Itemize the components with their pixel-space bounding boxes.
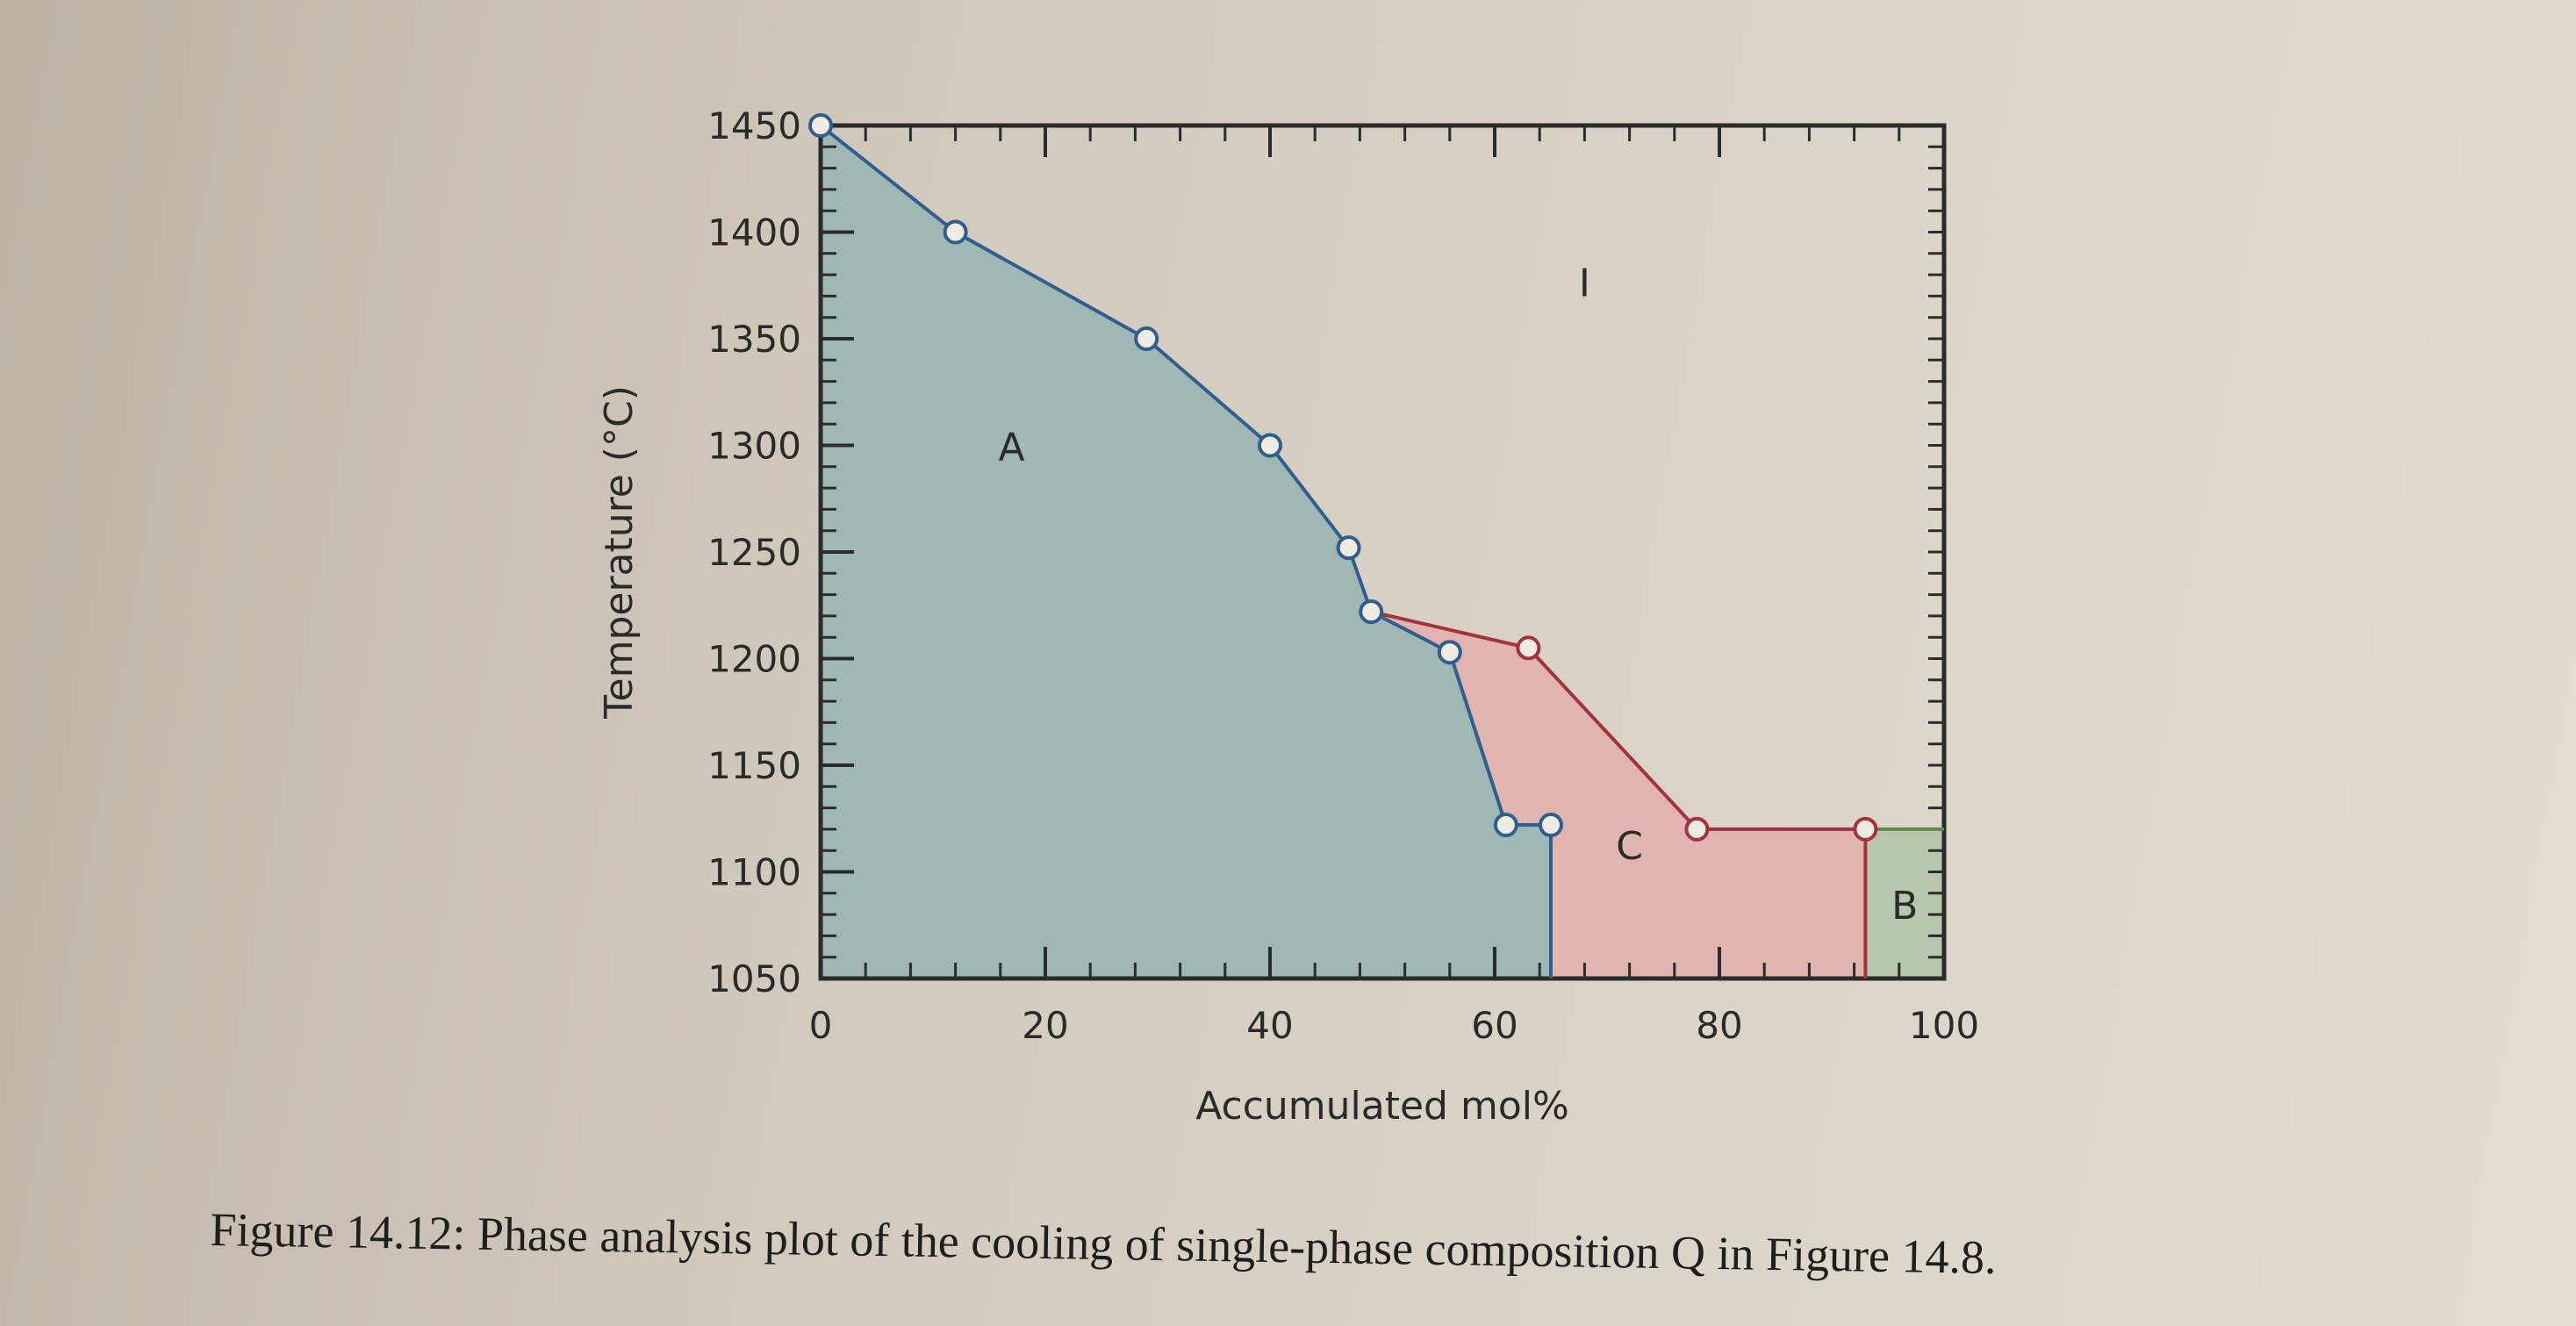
data-point-marker [1493, 813, 1518, 838]
data-point-marker [943, 219, 968, 245]
y-axis-label: Temperature (°C) [597, 385, 642, 720]
x-tick-labels: 0 20 40 60 80 100 [809, 1004, 1979, 1047]
y-tick-label: 1150 [707, 744, 801, 787]
region-fills [821, 125, 1944, 978]
region-label: B [1891, 884, 1918, 928]
x-axis-label: Accumulated mol% [1195, 1084, 1569, 1129]
data-point-marker [1258, 433, 1282, 458]
y-tick-label: 1050 [707, 957, 801, 1000]
region-c-fill [1371, 612, 1866, 978]
y-tick-label: 1350 [707, 318, 801, 361]
y-tick-labels: 1050 1100 1150 1200 1250 1300 1350 1400 1450 [707, 104, 801, 1000]
x-tick-label: 60 [1471, 1004, 1518, 1047]
y-tick-label: 1250 [707, 531, 801, 574]
data-point-marker [808, 113, 833, 138]
x-tick-label: 100 [1909, 1004, 1979, 1047]
x-tick-label: 40 [1246, 1004, 1293, 1047]
major-ticks [819, 124, 1946, 980]
series-a-line [819, 124, 1553, 978]
figure-caption: Figure 14.12: Phase analysis plot of the… [210, 1202, 1997, 1284]
x-tick-label: 0 [809, 1004, 833, 1047]
y-tick-label: 1100 [707, 851, 801, 894]
region-labels: A I C B [999, 261, 1919, 928]
data-point-marker [1134, 326, 1159, 351]
data-point-marker [1684, 816, 1710, 842]
y-tick-label: 1200 [707, 638, 801, 681]
region-label: C [1616, 824, 1643, 869]
data-point-marker [1437, 640, 1462, 665]
region-a-fill [821, 125, 1551, 978]
region-label: A [999, 426, 1025, 470]
data-point-marker [1853, 816, 1878, 842]
y-tick-label: 1400 [707, 211, 801, 254]
region-b-fill [1865, 828, 1944, 978]
x-tick-label: 80 [1696, 1004, 1742, 1047]
data-point-marker [1516, 635, 1541, 661]
data-point-marker [1539, 813, 1563, 838]
region-label: I [1579, 261, 1590, 305]
y-tick-label: 1300 [707, 425, 801, 468]
y-tick-label: 1450 [707, 104, 801, 147]
markers [808, 113, 1878, 842]
phase-analysis-chart: 0 20 40 60 80 100 1050 1100 1150 1200 1250 1300 135… [597, 104, 1979, 1129]
x-tick-label: 20 [1022, 1004, 1068, 1047]
data-point-marker [1336, 535, 1361, 561]
data-point-marker [1359, 599, 1384, 625]
